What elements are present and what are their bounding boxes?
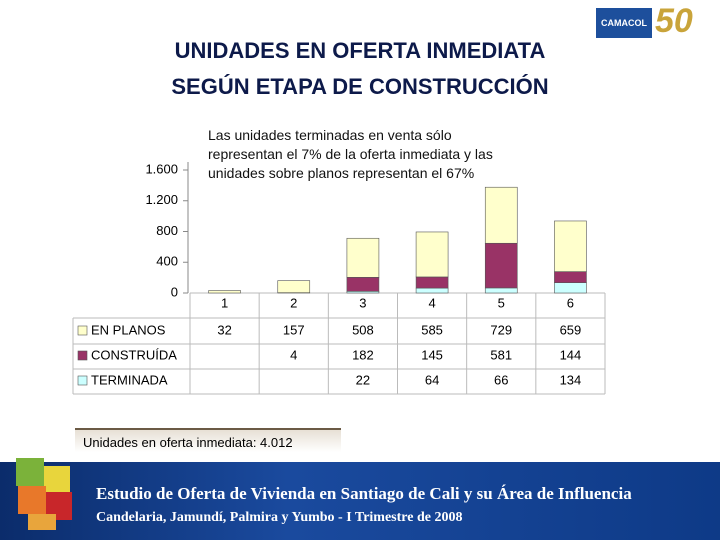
y-tick-label: 1.600 — [145, 161, 178, 176]
table-value: 134 — [560, 372, 582, 387]
legend-swatch — [77, 375, 88, 386]
table-value: 581 — [490, 347, 512, 362]
legend-label: EN PLANOS — [91, 322, 166, 337]
x-tick-label: 2 — [290, 295, 297, 310]
y-tick-label: 1.200 — [145, 192, 178, 207]
bar-segment — [484, 186, 518, 244]
x-tick-label: 3 — [359, 295, 366, 310]
table-value: 144 — [560, 347, 582, 362]
table-value: 66 — [494, 372, 508, 387]
legend-label: CONSTRUÍDA — [91, 347, 177, 362]
table-value: 145 — [421, 347, 443, 362]
bar-segment — [484, 287, 518, 294]
logo-anniversary: 50 — [655, 2, 693, 40]
bar-segment — [484, 242, 518, 289]
annotation: Las unidades terminadas en venta sólo re… — [208, 127, 493, 181]
bar-segment — [554, 282, 587, 294]
footer-banner: Estudio de Oferta de Vivienda en Santiag… — [0, 458, 720, 540]
y-tick-label: 400 — [156, 254, 178, 269]
y-tick-label: 800 — [156, 223, 178, 238]
title-line: SEGÚN ETAPA DE CONSTRUCCIÓN — [171, 74, 549, 99]
table-value: 585 — [421, 322, 443, 337]
table-value: 659 — [560, 322, 582, 337]
bar-segment — [208, 290, 241, 294]
banner-title: Estudio de Oferta de Vivienda en Santiag… — [96, 484, 632, 503]
x-tick-label: 5 — [498, 295, 505, 310]
table-value: 22 — [356, 372, 370, 387]
bar-segment — [346, 277, 380, 292]
legend-swatch — [77, 325, 88, 336]
x-tick-label: 4 — [428, 295, 435, 310]
banner-subtitle: Candelaria, Jamundí, Palmira y Yumbo - I… — [96, 510, 463, 525]
bar-segment — [554, 220, 587, 272]
logo: CAMACOL — [596, 8, 652, 38]
puzzle-icon — [16, 458, 72, 530]
title-line: UNIDADES EN OFERTA INMEDIATA — [174, 38, 546, 63]
x-tick-label: 6 — [567, 295, 574, 310]
table-value: 157 — [283, 322, 305, 337]
y-tick-label: 0 — [171, 284, 178, 299]
bar-segment — [415, 287, 449, 294]
bar-segment — [415, 276, 449, 289]
chart: 0 400 800 1.200 1.600 1 2 3 4 5 6 EN PLANOS 32 157 508… — [72, 161, 606, 395]
table-value: 4 — [290, 347, 297, 362]
table-value: 508 — [352, 322, 374, 337]
bar-segment — [554, 271, 587, 283]
x-tick-label: 1 — [221, 295, 228, 310]
legend-swatch — [77, 350, 88, 361]
bar-segment — [346, 237, 380, 278]
total-note: Unidades en oferta inmediata: 4.012 — [75, 428, 341, 452]
table-value: 32 — [217, 322, 231, 337]
legend-label: TERMINADA — [91, 372, 168, 387]
bar-segment — [277, 280, 311, 293]
table-value: 729 — [490, 322, 512, 337]
table-value: 182 — [352, 347, 374, 362]
bar-segment — [415, 231, 449, 278]
table-value: 64 — [425, 372, 439, 387]
